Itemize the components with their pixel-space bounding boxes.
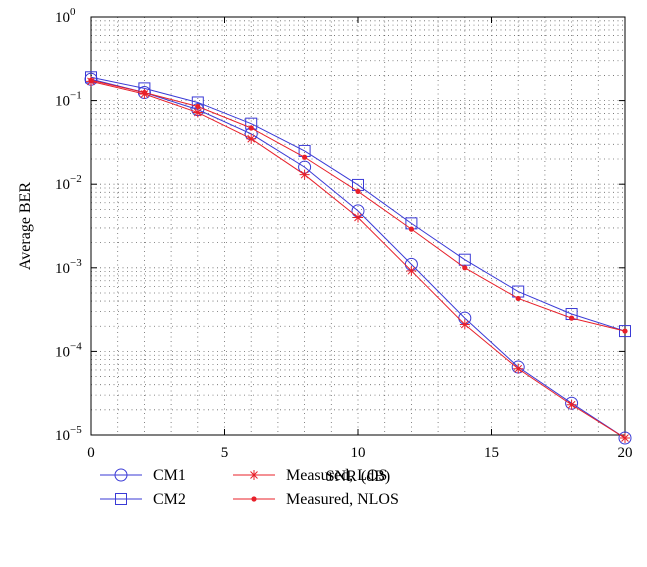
y-tick-label: 100 — [55, 6, 76, 26]
data-point — [88, 77, 94, 83]
data-point — [355, 188, 361, 195]
series-group — [84, 71, 632, 445]
y-tick-label: 10−5 — [55, 424, 82, 444]
x-tick-label: 20 — [618, 445, 633, 461]
series-0 — [84, 72, 632, 445]
legend-label: CM1 — [153, 467, 186, 484]
legend-entry-2: Measured, LOS — [233, 467, 387, 484]
data-point — [408, 226, 414, 232]
data-point — [458, 253, 471, 266]
data-point — [459, 319, 470, 330]
x-tick-label: 10 — [351, 445, 366, 461]
legend-entry-3: Measured, NLOS — [233, 491, 399, 508]
legend-entry-1: CM2 — [100, 491, 186, 508]
legend-marker — [251, 496, 257, 502]
data-point — [141, 89, 147, 96]
grid — [91, 17, 625, 435]
legend-label: Measured, LOS — [286, 467, 387, 484]
series-line — [90, 76, 626, 332]
data-point — [462, 265, 468, 271]
data-point — [299, 169, 310, 180]
data-point — [619, 325, 631, 338]
data-point — [192, 107, 203, 118]
legend: CM1 CM2 Measured, LOS Measured, NLOS — [100, 467, 399, 508]
x-axis-label: SNR (dB) — [326, 468, 390, 485]
data-point — [302, 154, 308, 160]
x-tick-label: 0 — [87, 445, 95, 461]
legend-marker — [115, 493, 127, 505]
data-point — [515, 295, 521, 302]
y-tick-label: 10−2 — [55, 173, 82, 193]
y-tick-label: 10−3 — [55, 257, 82, 277]
data-point — [618, 431, 632, 445]
plot-frame — [90, 16, 626, 436]
axis-ticks: 0 5 10 15 20 100 10−1 10−2 10−3 10−4 10−5 — [55, 6, 633, 461]
data-point — [620, 433, 630, 444]
x-tick-label: 5 — [221, 445, 229, 461]
legend-label: Measured, NLOS — [286, 491, 399, 508]
series-3 — [88, 77, 628, 334]
series-2 — [86, 76, 630, 444]
legend-label: CM2 — [153, 491, 186, 508]
series-line — [90, 78, 626, 439]
series-line — [90, 79, 626, 332]
data-point — [195, 103, 201, 110]
data-point — [406, 265, 417, 276]
y-axis-label: Average BER — [17, 182, 34, 270]
y-tick-label: 10−1 — [55, 90, 82, 110]
legend-marker — [114, 468, 128, 482]
data-point — [513, 363, 524, 374]
data-point — [569, 315, 575, 321]
y-tick-label: 10−4 — [55, 340, 82, 360]
data-point — [622, 328, 628, 334]
data-point — [248, 125, 254, 131]
legend-marker — [249, 470, 259, 480]
data-point — [246, 133, 257, 144]
x-tick-label: 15 — [484, 445, 499, 461]
legend-entry-0: CM1 — [100, 467, 186, 484]
data-point — [566, 399, 577, 410]
data-point — [353, 212, 363, 223]
